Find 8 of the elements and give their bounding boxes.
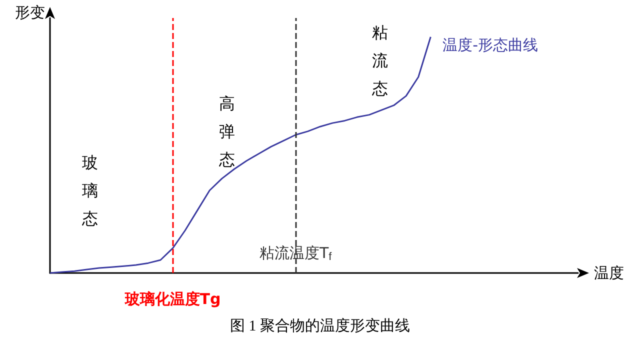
- text: 图 1 聚合物的温度形变曲线: [230, 318, 410, 334]
- series-label: 温度-形态曲线: [442, 36, 538, 54]
- annotation: 玻璃态: [81, 152, 98, 228]
- y-axis-title: 形变: [15, 4, 45, 22]
- text: 玻璃化温度Tg: [124, 290, 221, 308]
- x-axis-title: 温度: [594, 264, 624, 282]
- annotation: 粘流态: [371, 23, 388, 98]
- annotation: 高弹态: [218, 94, 235, 169]
